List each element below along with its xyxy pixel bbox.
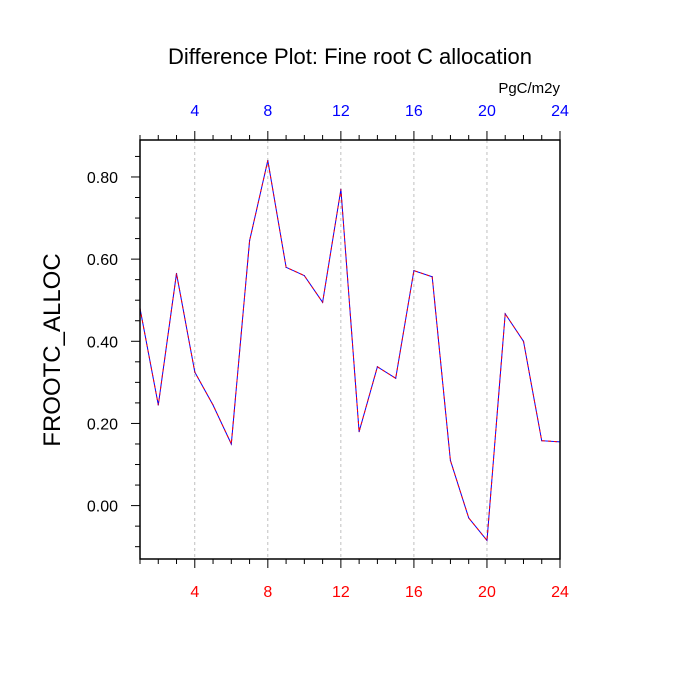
series-group bbox=[139, 159, 561, 542]
tick-labels: 0.00 0.20 0.40 0.60 0.80 4 4 8 8 12 12 16 16 20 20 24 24 bbox=[87, 103, 569, 601]
data-point bbox=[212, 404, 214, 406]
x-tick-label-bottom: 16 bbox=[405, 584, 423, 601]
x-tick-label-bottom: 8 bbox=[263, 584, 272, 601]
series-line-blue bbox=[139, 160, 561, 542]
data-point bbox=[303, 274, 305, 277]
tick-marks bbox=[131, 131, 561, 568]
data-point bbox=[358, 431, 360, 433]
x-tick-label-bottom: 24 bbox=[551, 584, 569, 601]
units-label: PgC/m2y bbox=[498, 80, 560, 97]
data-point bbox=[541, 440, 543, 442]
data-point bbox=[376, 366, 378, 368]
data-point bbox=[395, 377, 397, 379]
x-tick-label-top: 12 bbox=[332, 103, 350, 120]
y-tick-label: 0.60 bbox=[87, 252, 118, 269]
y-tick-label: 0.20 bbox=[87, 416, 118, 433]
data-point bbox=[175, 272, 178, 275]
data-point bbox=[194, 371, 196, 373]
x-tick-label-top: 24 bbox=[551, 103, 569, 120]
data-point bbox=[230, 443, 232, 445]
x-tick-label-top: 20 bbox=[478, 103, 496, 120]
data-point bbox=[449, 459, 452, 462]
plot-frame bbox=[139, 139, 561, 560]
x-tick-label-top: 16 bbox=[405, 103, 423, 120]
data-point bbox=[522, 340, 525, 342]
data-point bbox=[157, 404, 159, 406]
x-tick-label-top: 8 bbox=[263, 103, 272, 120]
data-point bbox=[413, 270, 415, 272]
y-tick-label: 0.40 bbox=[87, 334, 118, 351]
x-tick-label-top: 4 bbox=[190, 103, 199, 120]
data-point bbox=[267, 159, 269, 162]
y-axis-label: FROOTC_ALLOC bbox=[39, 253, 66, 446]
data-point bbox=[468, 517, 470, 519]
x-tick-label-bottom: 20 bbox=[478, 584, 496, 601]
data-point bbox=[322, 301, 324, 303]
x-tick-label-bottom: 12 bbox=[332, 584, 350, 601]
x-tick-label-bottom: 4 bbox=[190, 584, 199, 601]
data-point bbox=[248, 240, 251, 242]
data-point bbox=[504, 313, 506, 315]
data-point bbox=[285, 266, 287, 268]
y-tick-label: 0.80 bbox=[87, 170, 118, 187]
data-point bbox=[486, 539, 488, 542]
chart-title: Difference Plot: Fine root C allocation bbox=[168, 44, 532, 69]
grid-lines bbox=[194, 140, 488, 559]
data-point bbox=[340, 188, 342, 190]
data-point bbox=[431, 276, 433, 278]
series-line-red bbox=[139, 160, 561, 542]
y-tick-label: 0.00 bbox=[87, 499, 118, 516]
